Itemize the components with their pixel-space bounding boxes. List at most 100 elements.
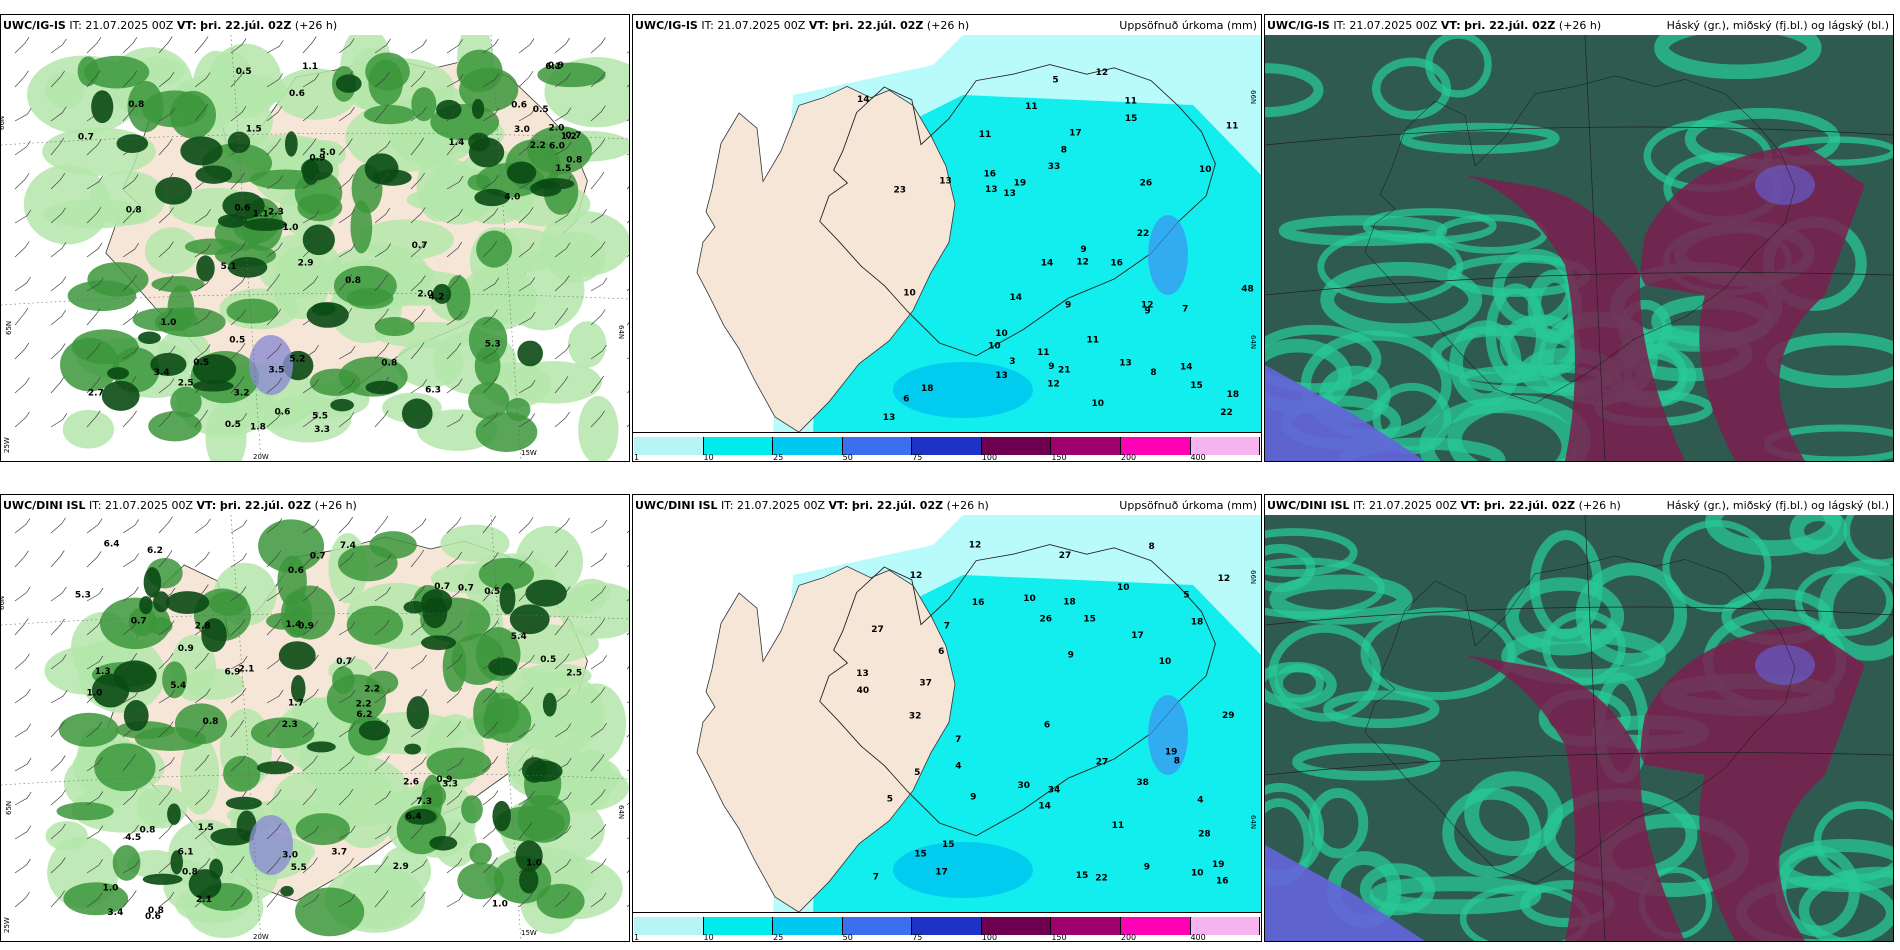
wind-barb <box>14 618 29 636</box>
precip-value-label: 18 <box>1227 390 1240 400</box>
precip-value-label: 0.5 <box>533 105 549 115</box>
wind-barb <box>590 655 607 670</box>
wind-barb <box>374 619 390 636</box>
precip-value-label: 13 <box>883 413 896 423</box>
wind-barb <box>338 308 353 326</box>
wind-barb <box>302 73 320 88</box>
wind-barb <box>518 277 536 292</box>
wind-barb <box>590 585 607 602</box>
mid-cloud-contour <box>1505 577 1625 656</box>
precip-value-label: 2.5 <box>566 668 582 678</box>
wind-barb <box>122 789 138 806</box>
wind-barb <box>554 859 571 874</box>
wind-barb <box>230 275 247 292</box>
precip-value-label: 0.9 <box>548 61 564 71</box>
precip-value-label: 8 <box>1174 757 1180 767</box>
wind-barb <box>518 755 534 772</box>
wind-barb <box>266 654 283 670</box>
precip-value-label: 9 <box>1068 651 1074 661</box>
wind-barb <box>86 721 103 738</box>
wind-barb <box>374 376 389 394</box>
colorbar-tick-label: 400 <box>1190 933 1206 942</box>
wind-barb <box>518 139 534 156</box>
wind-barb <box>194 858 211 874</box>
wind-barb <box>590 138 606 156</box>
wind-barb <box>518 38 535 54</box>
precip-value-label: 2.5 <box>178 379 194 389</box>
wind-barb <box>230 719 245 738</box>
wind-barb <box>374 207 391 224</box>
precip-value-label: 4 <box>955 761 961 771</box>
wind-barb <box>86 277 104 292</box>
wind-barb <box>122 70 138 88</box>
wind-barb <box>518 654 535 670</box>
lead-time: (+26 h) <box>294 19 338 32</box>
precip-area-mid <box>411 87 437 122</box>
wind-barb <box>338 345 356 360</box>
wind-barb <box>14 723 32 738</box>
precip-value-label: 1.4 <box>449 138 465 148</box>
wind-barb <box>194 277 212 292</box>
precip-area-mid <box>469 842 492 865</box>
precip-value-label: 1.7 <box>288 699 304 709</box>
mid-cloud-contour <box>1274 663 1324 703</box>
precip-value-label: 6 <box>938 647 944 657</box>
wind-barb <box>14 377 30 394</box>
wind-barb <box>518 413 536 428</box>
value-labels: 4 5 6 8 10 9 5 6 7 13 12 10 19 18 15 5 9 8 7 11 15 12 17 16 32 27… <box>856 541 1234 887</box>
wind-barb <box>446 822 461 840</box>
valid-label: VT: <box>176 19 197 32</box>
precip-area-dark <box>123 700 149 732</box>
wind-barb <box>518 71 534 88</box>
init-time: IT: 21.07.2025 00Z <box>89 499 194 512</box>
wind-barb <box>374 790 391 806</box>
precip-area-mid <box>475 412 538 453</box>
wind-barb <box>518 379 536 394</box>
precip-value-label: 29 <box>1222 711 1235 721</box>
mid-cloud-contour <box>1359 863 1436 916</box>
wind-barb <box>230 619 246 636</box>
wind-barb <box>86 551 102 568</box>
precip-area-dark <box>301 157 334 181</box>
precip-area-mid <box>280 591 313 638</box>
colorbar-swatch <box>703 917 774 935</box>
precip-area-dark <box>113 660 157 693</box>
colorbar-swatch <box>981 917 1052 935</box>
mid-cloud-contour <box>1399 122 1560 155</box>
wind-barb <box>266 411 282 428</box>
precip-area-mid <box>295 813 350 846</box>
precip-value-label: 32 <box>909 712 922 722</box>
precip-value-label: 2.2 <box>356 699 372 709</box>
high-cloud-area <box>1465 625 1865 941</box>
precip-area-dark <box>404 743 421 755</box>
wind-barb <box>302 893 320 908</box>
precip-area-dark <box>116 134 149 153</box>
precip-area-dark <box>167 803 181 825</box>
wind-barb <box>122 753 136 772</box>
precip-area-dark <box>404 808 437 825</box>
wind-barb <box>590 410 605 428</box>
precip-value-label: 15 <box>1190 381 1203 391</box>
wind-barb <box>266 343 282 360</box>
precip-area-mid <box>326 674 387 724</box>
colorbar-swatch <box>912 917 982 935</box>
panel-header: UWC/DINI ISL IT: 21.07.2025 00Z VT: þri.… <box>633 495 1261 517</box>
precip-value-label: 1.5 <box>198 823 214 833</box>
wind-barb <box>266 273 281 292</box>
low-cloud-area <box>1755 645 1815 685</box>
precip-value-label: 22 <box>1095 873 1108 883</box>
high-cloud-area <box>1465 145 1865 461</box>
mid-cloud-contour <box>1308 788 1369 859</box>
panel-header: UWC/DINI ISL IT: 21.07.2025 00Z VT: þri.… <box>1265 495 1893 517</box>
wind-barb <box>158 138 173 156</box>
precip-value-label: 5.3 <box>75 590 91 600</box>
precip-value-label: 0.8 <box>126 206 142 216</box>
precip-value-label: 18 <box>1063 597 1076 607</box>
wind-barb <box>410 137 424 156</box>
precip-value-label: 0.7 <box>434 582 450 592</box>
precip-value-label: 10 <box>1092 399 1105 409</box>
cloud-map <box>1265 35 1893 461</box>
colorbar-swatch <box>912 437 982 455</box>
colorbar-tick-label: 10 <box>703 933 714 942</box>
wind-barb <box>302 722 319 738</box>
